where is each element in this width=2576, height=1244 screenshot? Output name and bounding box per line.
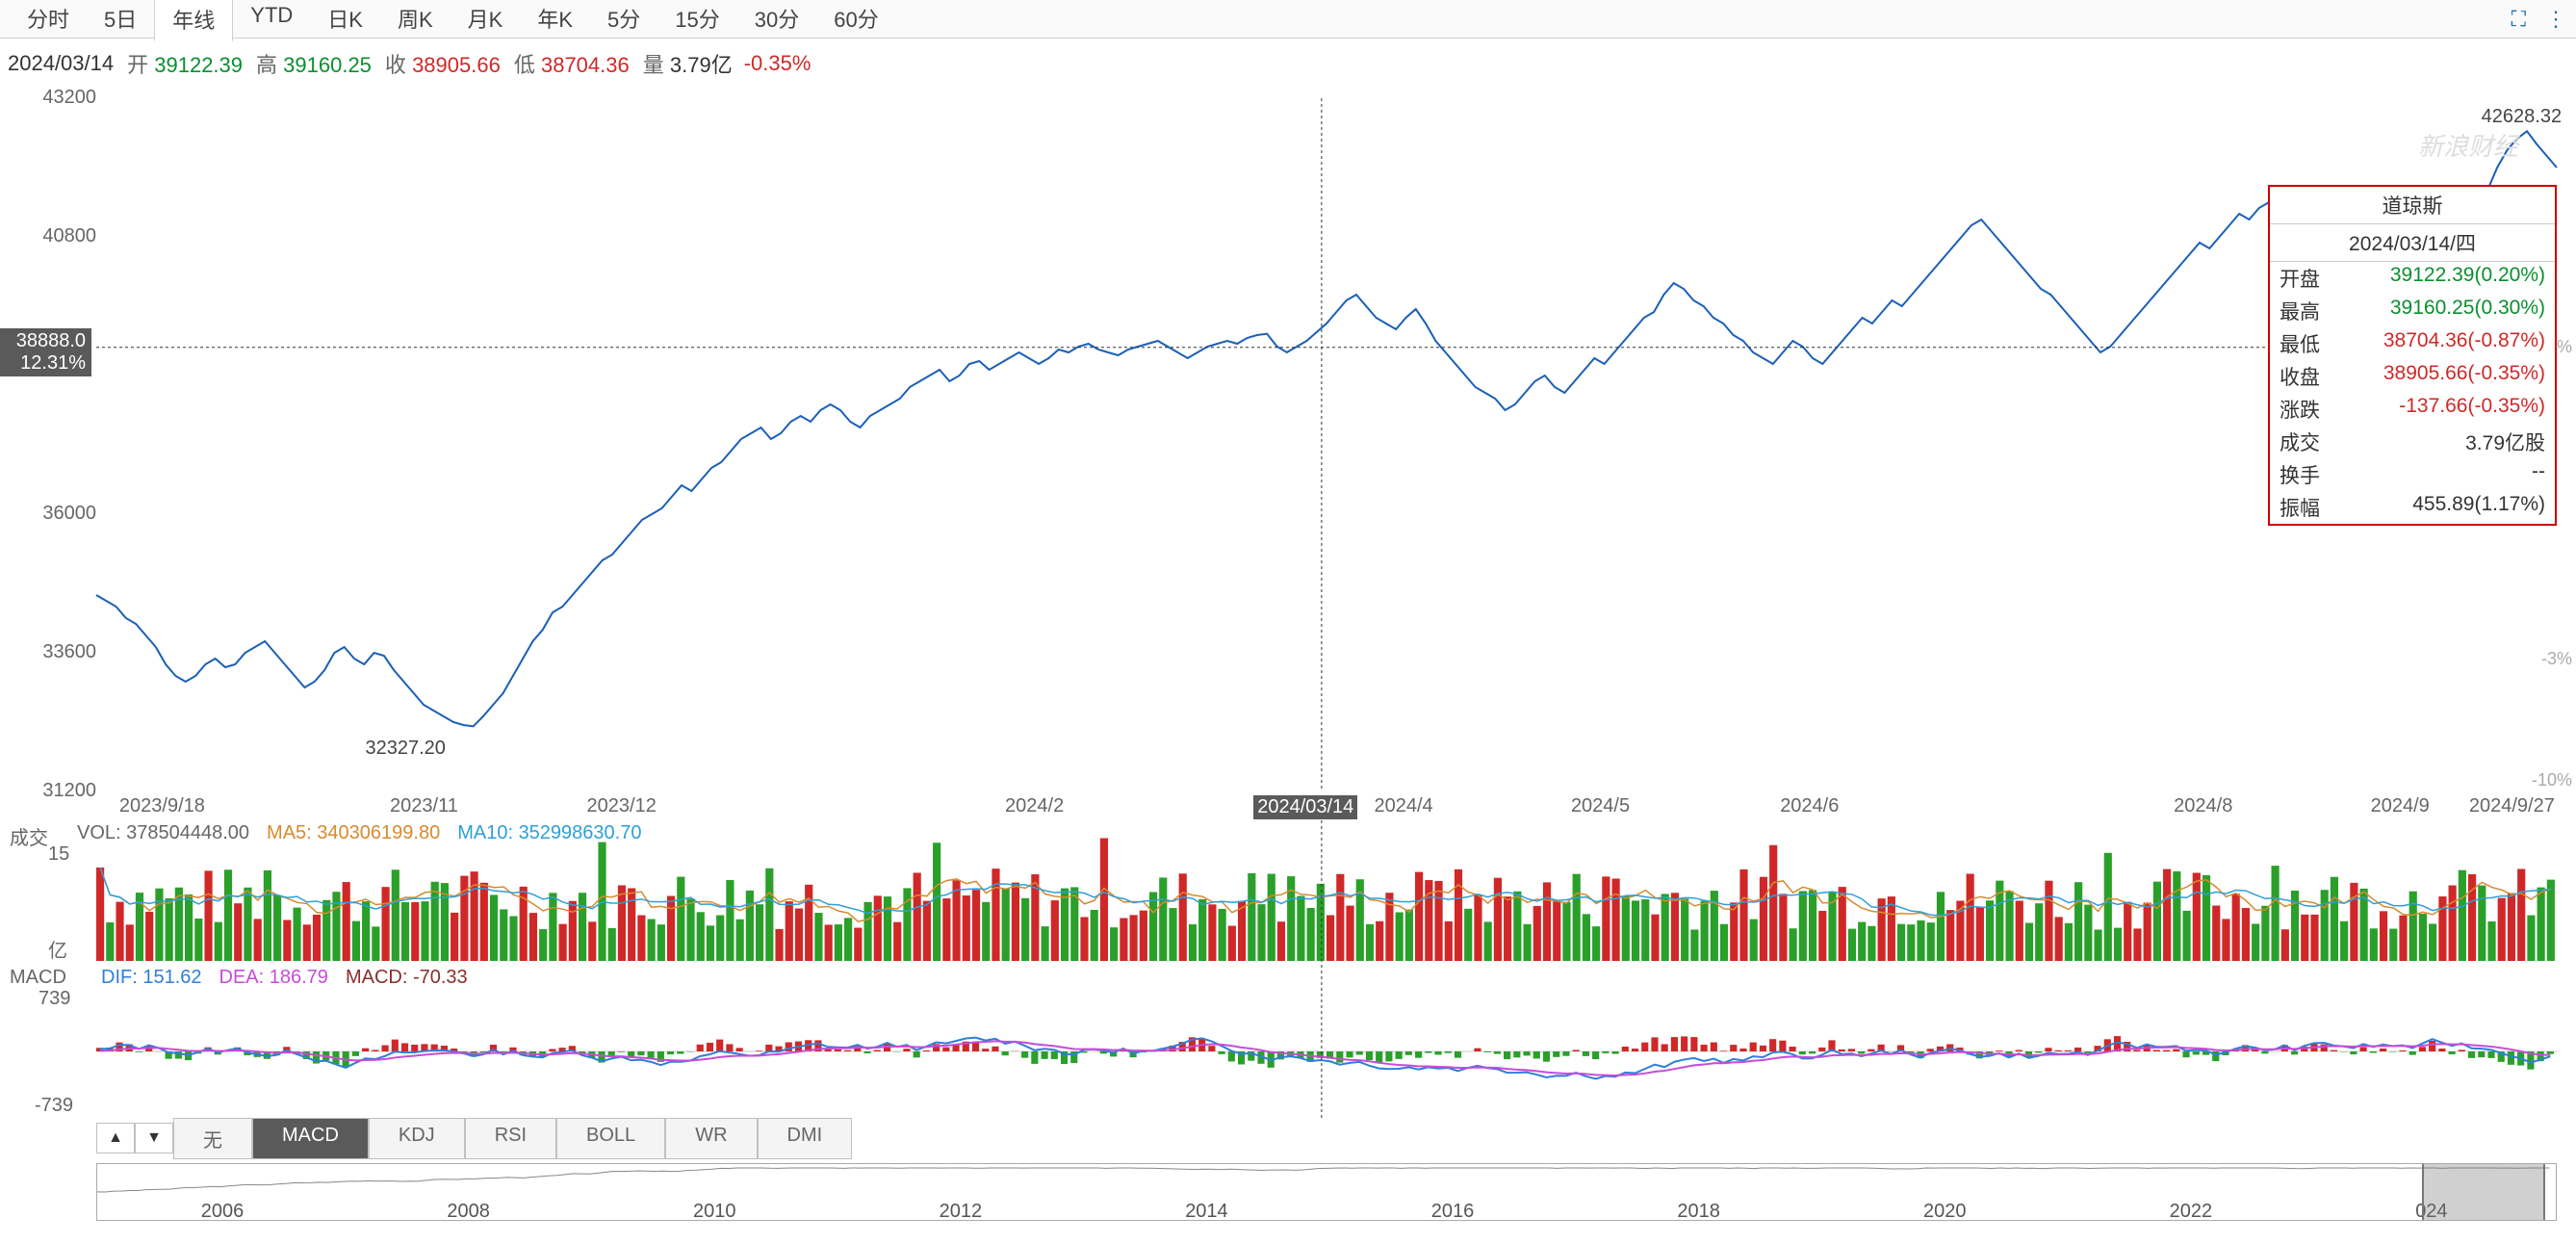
x-tick-label: 2024/8 <box>2174 795 2232 817</box>
indicator-up-icon[interactable]: ▲ <box>96 1123 135 1153</box>
timeframe-tab-11[interactable]: 60分 <box>816 0 895 40</box>
x-tick-label: 2024/4 <box>1374 795 1432 817</box>
tooltip-row: 收盘38905.66(-0.35%) <box>2270 360 2555 393</box>
x-tick-label: 2024/2 <box>1005 795 1064 817</box>
summary-vol: 3.79亿 <box>670 53 733 77</box>
x-tick-label: 2024/9 <box>2371 795 2430 817</box>
indicator-tab-DMI[interactable]: DMI <box>758 1118 853 1159</box>
indicator-down-icon[interactable]: ▼ <box>135 1123 173 1153</box>
indicator-tab-MACD[interactable]: MACD <box>252 1118 369 1159</box>
x-tick-label: 2024/6 <box>1780 795 1839 817</box>
range-tick: 2012 <box>940 1201 983 1223</box>
tooltip-row: 成交3.79亿股 <box>2270 426 2555 458</box>
pct-label: -3% <box>2541 649 2572 669</box>
x-tick-label: 2023/9/18 <box>119 795 205 817</box>
tooltip-row: 涨跌-137.66(-0.35%) <box>2270 393 2555 426</box>
range-tick: 2008 <box>447 1201 490 1223</box>
summary-close: 38905.66 <box>412 53 501 77</box>
range-tick: 2022 <box>2170 1201 2213 1223</box>
summary-open: 39122.39 <box>154 53 243 77</box>
annotation-label: 42628.32 <box>2482 106 2562 128</box>
summary-date: 2024/03/14 <box>8 51 114 76</box>
timeframe-tab-1[interactable]: 5日 <box>87 0 154 40</box>
x-tick-label: 2023/11 <box>390 795 458 817</box>
annotation-label: 32327.20 <box>366 738 446 760</box>
tooltip-title: 道琼斯 <box>2270 187 2555 224</box>
watermark: 新浪财经 <box>2418 127 2518 163</box>
summary-change: -0.35% <box>744 51 811 76</box>
timeframe-tab-4[interactable]: 日K <box>310 0 380 40</box>
fullscreen-icon[interactable]: ⛶ <box>2512 7 2526 32</box>
crosshair-y-label: 38888.012.31% <box>0 328 91 376</box>
range-tick: 2014 <box>1185 1201 1228 1223</box>
tooltip-date: 2024/03/14/四 <box>2270 224 2555 262</box>
timeframe-tab-7[interactable]: 年K <box>520 0 590 40</box>
price-chart[interactable]: 312003360036000408004320038888.012.31%4%… <box>0 89 2576 820</box>
pct-label: -10% <box>2532 770 2572 790</box>
tooltip-row: 振幅455.89(1.17%) <box>2270 491 2555 524</box>
range-slider[interactable]: 200620082010201220142016201820202022024 <box>96 1163 2557 1221</box>
timeframe-tab-10[interactable]: 30分 <box>737 0 816 40</box>
range-tick: 2018 <box>1677 1201 1720 1223</box>
timeframe-tab-6[interactable]: 月K <box>451 0 521 40</box>
x-tick-label: 2024/5 <box>1571 795 1630 817</box>
volume-chart[interactable]: 成交 15 亿 VOL: 378504448.00 MA5: 340306199… <box>0 820 2576 965</box>
timeframe-tab-5[interactable]: 周K <box>380 0 451 40</box>
price-tooltip: 道琼斯2024/03/14/四开盘39122.39(0.20%)最高39160.… <box>2268 185 2557 526</box>
timeframe-tab-2[interactable]: 年线 <box>154 0 233 41</box>
indicator-tab-KDJ[interactable]: KDJ <box>369 1118 465 1159</box>
range-handle[interactable] <box>2422 1164 2545 1220</box>
macd-chart[interactable]: MACD 739 -739 DIF: 151.62 DEA: 186.79 MA… <box>0 965 2576 1119</box>
indicator-tab-BOLL[interactable]: BOLL <box>556 1118 665 1159</box>
range-tick: 2006 <box>201 1201 245 1223</box>
timeframe-tab-3[interactable]: YTD <box>233 0 310 40</box>
timeframe-tab-8[interactable]: 5分 <box>590 0 657 40</box>
timeframe-toolbar: 分时5日年线YTD日K周K月K年K5分15分30分60分 ⛶ ⋮ <box>0 0 2576 39</box>
tooltip-row: 最高39160.25(0.30%) <box>2270 295 2555 327</box>
range-tick: 2010 <box>693 1201 736 1223</box>
tooltip-row: 开盘39122.39(0.20%) <box>2270 262 2555 295</box>
tooltip-row: 最低38704.36(-0.87%) <box>2270 327 2555 360</box>
timeframe-tabs: 分时5日年线YTD日K周K月K年K5分15分30分60分 <box>10 0 896 40</box>
indicator-tabs: ▲ ▼ 无MACDKDJRSIBOLLWRDMI <box>96 1119 2576 1157</box>
indicator-tab-RSI[interactable]: RSI <box>465 1118 556 1159</box>
tooltip-row: 换手-- <box>2270 458 2555 491</box>
x-tick-label: 2024/03/14 <box>1253 795 1357 819</box>
indicator-tab-WR[interactable]: WR <box>665 1118 757 1159</box>
range-tick: 2020 <box>1923 1201 1967 1223</box>
range-tick: 2016 <box>1431 1201 1475 1223</box>
indicator-tab-无[interactable]: 无 <box>173 1118 252 1159</box>
more-icon[interactable]: ⋮ <box>2545 7 2566 32</box>
ohlc-summary: 2024/03/14 开 39122.39 高 39160.25 收 38905… <box>0 39 2576 89</box>
timeframe-tab-9[interactable]: 15分 <box>657 0 736 40</box>
timeframe-tab-0[interactable]: 分时 <box>10 0 87 40</box>
x-tick-label: 2023/12 <box>587 795 657 817</box>
summary-high: 39160.25 <box>283 53 372 77</box>
summary-low: 38704.36 <box>541 53 630 77</box>
x-tick-label: 2024/9/27 <box>2469 795 2555 817</box>
